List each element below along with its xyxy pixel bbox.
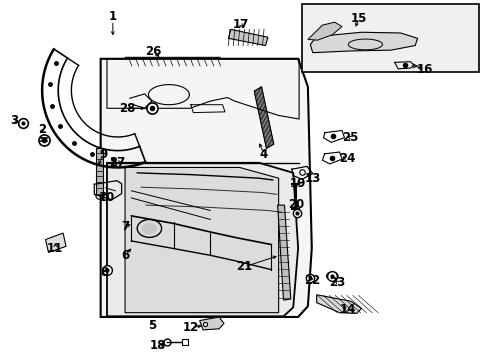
Polygon shape xyxy=(316,295,361,314)
Polygon shape xyxy=(107,163,298,316)
Text: 27: 27 xyxy=(109,156,125,168)
Polygon shape xyxy=(310,32,417,53)
Bar xyxy=(302,4,478,72)
Text: 25: 25 xyxy=(342,131,358,144)
Polygon shape xyxy=(125,167,278,313)
Polygon shape xyxy=(96,148,103,195)
Text: 28: 28 xyxy=(119,102,135,115)
Text: 17: 17 xyxy=(232,18,248,31)
Polygon shape xyxy=(254,87,273,148)
Text: 23: 23 xyxy=(328,276,345,289)
Text: 8: 8 xyxy=(100,266,108,279)
Text: 26: 26 xyxy=(145,45,161,58)
Text: 2: 2 xyxy=(38,123,46,136)
Polygon shape xyxy=(199,317,224,330)
Text: 14: 14 xyxy=(339,303,355,316)
Text: 15: 15 xyxy=(350,12,366,25)
Text: 22: 22 xyxy=(303,274,319,287)
Text: 6: 6 xyxy=(121,249,129,262)
Text: 7: 7 xyxy=(121,220,129,233)
Text: 24: 24 xyxy=(338,152,354,165)
Text: 1: 1 xyxy=(108,10,117,23)
Text: 9: 9 xyxy=(99,148,107,161)
Text: 11: 11 xyxy=(47,242,63,255)
Text: 18: 18 xyxy=(150,339,166,352)
Text: 13: 13 xyxy=(304,172,320,185)
Text: 12: 12 xyxy=(183,321,199,334)
Polygon shape xyxy=(307,22,341,40)
Text: 4: 4 xyxy=(259,148,267,161)
Text: 19: 19 xyxy=(289,177,305,190)
Text: 5: 5 xyxy=(147,319,156,332)
Polygon shape xyxy=(277,205,290,300)
Polygon shape xyxy=(45,233,66,252)
Text: 10: 10 xyxy=(99,192,115,204)
Text: 16: 16 xyxy=(416,63,432,76)
Polygon shape xyxy=(228,30,267,45)
Polygon shape xyxy=(101,59,311,317)
Text: 21: 21 xyxy=(236,260,252,273)
Circle shape xyxy=(142,223,157,234)
Text: 3: 3 xyxy=(10,114,19,127)
Polygon shape xyxy=(125,57,223,66)
Text: 20: 20 xyxy=(287,198,304,211)
